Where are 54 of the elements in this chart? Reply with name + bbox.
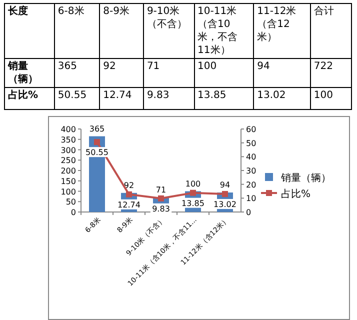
text: 722: [310, 58, 352, 88]
point: [126, 191, 132, 198]
data-label: 92: [124, 180, 134, 190]
text: 100: [194, 58, 254, 88]
text: 销量（辆）: [4, 58, 54, 88]
data-label: 100: [185, 179, 201, 188]
text: 11-12米（含12米）: [254, 4, 310, 58]
y-tick-label: 50: [66, 198, 76, 207]
text: 365: [54, 58, 100, 88]
legend-label: 销量（辆）: [280, 172, 331, 184]
data-label: 94: [220, 180, 230, 190]
y2-tick-label: 0: [246, 208, 252, 217]
y2-tick-label: 10: [246, 194, 256, 204]
y2-tick-label: 40: [246, 152, 256, 162]
y2-tick-label: 50: [246, 138, 256, 148]
y-tick-label: 150: [60, 176, 76, 186]
text: 9-10米（不含）: [143, 4, 194, 58]
y-tick-label: 100: [60, 187, 76, 196]
text: 占比%: [4, 88, 54, 110]
data-label: 13.85: [182, 198, 204, 208]
y-tick-label: 250: [60, 156, 76, 166]
text: 71: [143, 58, 194, 88]
text: 50.55: [54, 88, 100, 110]
legend-label: 占比%: [281, 188, 311, 200]
point: [222, 190, 228, 197]
y2-tick-label: 60: [246, 125, 256, 134]
data-label: 365: [89, 124, 105, 134]
text: 8-9米: [100, 4, 144, 58]
y-tick-label: 200: [60, 166, 76, 176]
text: 13.85: [194, 88, 254, 110]
y2-tick-label: 30: [246, 166, 256, 176]
point: [94, 139, 100, 146]
text: 100: [310, 88, 352, 110]
text: 12.74: [100, 88, 144, 110]
point: [158, 195, 164, 202]
text: 合计: [310, 4, 352, 58]
y-tick-label: 0: [70, 208, 76, 217]
y2-tick-label: 20: [246, 180, 256, 190]
text: 10-11米（含10米，不含11米）: [194, 4, 254, 58]
data-label: 50.55: [86, 148, 108, 158]
text: 13.02: [254, 88, 310, 110]
data-label: 13.02: [214, 200, 236, 209]
text: 9.83: [143, 88, 194, 110]
y-tick-label: 300: [60, 146, 76, 155]
point: [190, 190, 196, 196]
text: 6-8米: [54, 4, 100, 58]
data-label: 9.83: [152, 204, 170, 214]
text: 长度: [4, 4, 54, 58]
text: 94: [254, 58, 310, 88]
y-tick-label: 400: [60, 125, 76, 134]
text: 92: [100, 58, 144, 88]
data-label: 71: [156, 185, 166, 194]
data-label: 12.74: [118, 200, 140, 210]
y-tick-label: 350: [60, 135, 76, 144]
